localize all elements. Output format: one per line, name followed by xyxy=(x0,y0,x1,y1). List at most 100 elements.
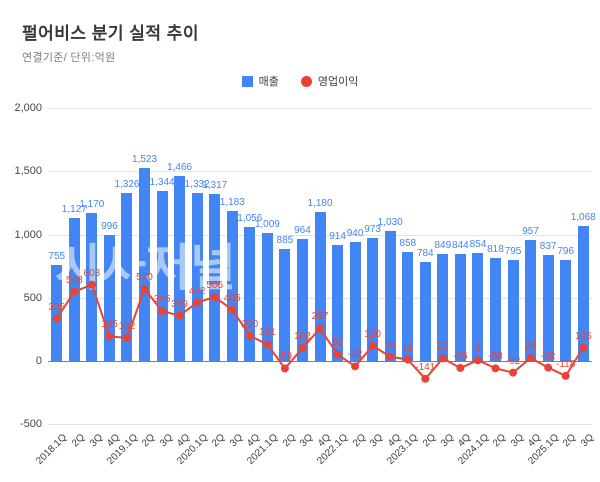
profit-value-label: 21 xyxy=(437,341,449,353)
revenue-bar xyxy=(489,257,501,361)
revenue-value-label: 849 xyxy=(434,239,452,251)
revenue-bar xyxy=(174,175,186,361)
revenue-value-label: 858 xyxy=(399,238,417,250)
revenue-bar xyxy=(542,255,554,361)
x-tick-label: 2Q xyxy=(350,432,368,450)
profit-value-label: 257 xyxy=(311,311,329,323)
revenue-bar xyxy=(279,249,291,361)
revenue-value-label: 784 xyxy=(416,247,434,259)
x-tick-label: 2Q xyxy=(140,432,158,450)
x-tick-label: 2Q xyxy=(420,432,439,450)
revenue-value-label: 1,183 xyxy=(219,197,245,209)
revenue-value-label: 1,068 xyxy=(570,211,596,223)
revenue-value-label: 1,326 xyxy=(114,179,140,191)
x-tick-label: 2018.1Q xyxy=(34,432,70,467)
profit-point xyxy=(509,368,518,377)
profit-value-label: 506 xyxy=(206,279,224,291)
revenue-value-label: 818 xyxy=(487,243,504,255)
revenue-swatch-icon xyxy=(241,75,253,87)
revenue-value-label: 973 xyxy=(364,223,381,235)
profit-point xyxy=(351,362,360,371)
revenue-value-label: 1,127 xyxy=(61,204,87,216)
y-tick-label: -500 xyxy=(19,418,42,431)
revenue-bar xyxy=(349,242,361,361)
legend-profit-label: 영업이익 xyxy=(317,76,359,88)
legend-item-revenue: 매출 xyxy=(241,73,279,89)
chart-subtitle: 연결기준/ 단위:억원 xyxy=(22,52,116,64)
revenue-bar xyxy=(156,190,168,361)
x-tick-label: 3Q xyxy=(578,432,597,450)
x-tick-label: 3Q xyxy=(227,432,246,450)
revenue-value-label: 957 xyxy=(522,225,539,237)
y-tick-label: 500 xyxy=(23,291,42,304)
x-tick-label: 2Q xyxy=(491,432,509,450)
revenue-value-label: 854 xyxy=(469,238,487,250)
x-tick-label: 3Q xyxy=(508,432,526,450)
legend: 매출 영업이익 xyxy=(0,73,600,89)
revenue-value-label: 837 xyxy=(539,241,557,253)
revenue-value-label: 1,523 xyxy=(132,154,158,166)
x-tick-label: 3Q xyxy=(298,432,316,450)
x-tick-label: 3Q xyxy=(368,432,386,450)
profit-point xyxy=(456,363,465,372)
profit-value-label: 11 xyxy=(402,342,413,354)
revenue-bar xyxy=(296,239,308,361)
revenue-bar xyxy=(103,235,115,361)
revenue-bar xyxy=(226,211,238,361)
revenue-bar xyxy=(367,237,379,361)
revenue-value-label: 996 xyxy=(101,221,118,232)
revenue-value-label: 1,180 xyxy=(307,197,333,209)
revenue-bar xyxy=(139,168,151,361)
profit-value-label: 102 xyxy=(294,331,311,343)
profit-point xyxy=(280,364,289,373)
revenue-bar xyxy=(121,193,133,361)
revenue-value-label: 844 xyxy=(452,240,469,252)
revenue-value-label: 885 xyxy=(276,235,294,247)
x-tick-label: 3Q xyxy=(87,432,105,450)
revenue-value-label: 1,056 xyxy=(237,213,263,225)
profit-value-label: 35 xyxy=(384,339,396,351)
revenue-value-label: 914 xyxy=(329,231,346,243)
revenue-value-label: 1,317 xyxy=(202,180,228,192)
legend-revenue-label: 매출 xyxy=(258,76,279,88)
gridline xyxy=(48,108,592,109)
x-tick-label: 2Q xyxy=(69,432,88,450)
revenue-bar xyxy=(314,211,326,361)
profit-value-label: 548 xyxy=(65,274,83,286)
revenue-value-label: 1,332 xyxy=(184,178,210,190)
profit-value-label: 182 xyxy=(118,320,136,332)
profit-value-label: 603 xyxy=(83,267,101,279)
x-tick-label: 2Q xyxy=(280,432,298,450)
gridline xyxy=(48,171,592,173)
profit-value-label: 195 xyxy=(101,319,118,331)
y-tick-label: 2,000 xyxy=(14,102,42,114)
revenue-bar xyxy=(244,227,256,361)
gridline xyxy=(48,424,592,426)
profit-value-label: -118 xyxy=(556,358,576,370)
profit-value-label: 52 xyxy=(331,337,344,349)
revenue-bar xyxy=(261,233,273,361)
profit-value-label: 359 xyxy=(171,298,188,310)
profit-value-label: -42 xyxy=(347,349,363,361)
profit-point xyxy=(421,374,430,383)
profit-value-label: 24 xyxy=(525,340,537,352)
revenue-bar xyxy=(68,218,80,361)
profit-value-label: 335 xyxy=(48,301,66,313)
revenue-value-label: 795 xyxy=(504,246,522,258)
profit-value-label: 200 xyxy=(241,318,259,330)
profit-point xyxy=(544,363,553,372)
revenue-value-label: 796 xyxy=(557,246,575,258)
revenue-bar xyxy=(454,254,466,361)
profit-value-label: -58 xyxy=(488,351,503,363)
revenue-bar xyxy=(507,260,519,361)
profit-value-label: 462 xyxy=(188,285,206,297)
profit-value-label: -59 xyxy=(277,351,293,363)
profit-value-label: 106 xyxy=(574,330,592,342)
revenue-value-label: 1,344 xyxy=(149,176,175,188)
profit-value-label: -55 xyxy=(453,350,468,362)
revenue-value-label: 940 xyxy=(346,228,364,240)
profit-value-label: 570 xyxy=(136,271,153,283)
revenue-value-label: 1,466 xyxy=(167,161,193,173)
revenue-value-label: 1,009 xyxy=(254,219,280,231)
